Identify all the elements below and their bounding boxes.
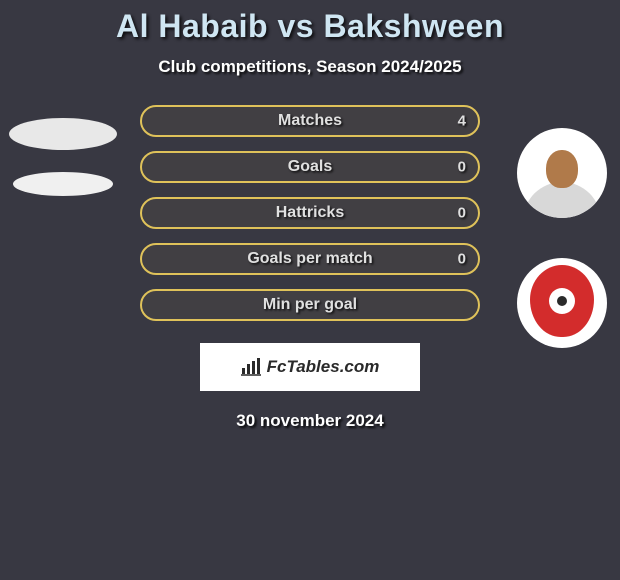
stat-label: Goals per match: [247, 250, 372, 268]
date-text: 30 november 2024: [0, 411, 620, 431]
left-player-club-placeholder: [13, 172, 113, 196]
watermark-text: FcTables.com: [267, 357, 380, 377]
right-player-column: [516, 128, 608, 348]
stat-label: Min per goal: [263, 296, 357, 314]
right-player-avatar: [517, 128, 607, 218]
bar-chart-icon: [241, 358, 261, 376]
stat-right-value: 0: [458, 205, 466, 222]
stat-right-value: 0: [458, 251, 466, 268]
stat-label: Matches: [278, 112, 342, 130]
stat-label: Goals: [288, 158, 332, 176]
club-shield-shape: [530, 265, 594, 337]
stat-right-value: 4: [458, 113, 466, 130]
subtitle: Club competitions, Season 2024/2025: [0, 57, 620, 77]
right-player-club-badge: [517, 258, 607, 348]
comparison-card: Al Habaib vs Bakshween Club competitions…: [0, 0, 620, 580]
stat-right-value: 0: [458, 159, 466, 176]
stats-list: Matches 4 Goals 0 Hattricks 0 Goals per …: [140, 105, 480, 321]
left-player-avatar-placeholder: [9, 118, 117, 150]
stat-row-hattricks: Hattricks 0: [140, 197, 480, 229]
player-head-shape: [546, 150, 578, 188]
stat-row-min-per-goal: Min per goal: [140, 289, 480, 321]
club-inner-circle: [549, 288, 575, 314]
club-dot: [557, 296, 567, 306]
stat-row-matches: Matches 4: [140, 105, 480, 137]
watermark[interactable]: FcTables.com: [200, 343, 420, 391]
stat-row-goals-per-match: Goals per match 0: [140, 243, 480, 275]
page-title: Al Habaib vs Bakshween: [0, 8, 620, 45]
left-player-column: [8, 118, 118, 196]
stat-row-goals: Goals 0: [140, 151, 480, 183]
stat-label: Hattricks: [276, 204, 344, 222]
